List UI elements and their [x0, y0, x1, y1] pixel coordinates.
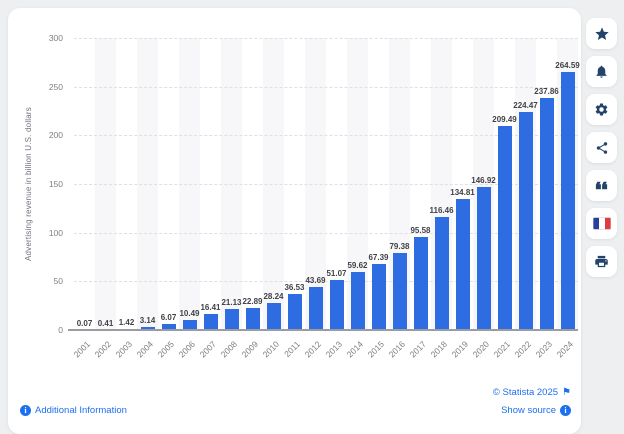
bar[interactable]	[392, 252, 407, 330]
bar[interactable]	[350, 271, 365, 330]
additional-information-link[interactable]: i Additional Information	[20, 405, 127, 416]
quote-icon	[595, 181, 608, 190]
bar-value-label: 146.92	[471, 175, 496, 185]
bar-value-label: 116.46	[429, 205, 454, 215]
bar-value-label: 264.59	[555, 61, 580, 71]
bar-value-label: 59.62	[347, 260, 368, 270]
bar-value-label: 51.07	[326, 269, 347, 279]
notifications-button[interactable]	[586, 56, 617, 87]
info-icon: i	[560, 405, 571, 416]
bell-icon	[596, 65, 607, 78]
bar[interactable]	[287, 294, 302, 330]
language-button[interactable]	[586, 208, 617, 239]
bar-value-label: 22.89	[242, 296, 263, 306]
bar-value-label: 16.41	[200, 303, 221, 313]
bar[interactable]	[308, 287, 323, 330]
bar-value-label: 0.07	[76, 318, 93, 328]
bar[interactable]	[434, 216, 449, 330]
settings-button[interactable]	[586, 94, 617, 125]
bar[interactable]	[329, 280, 344, 330]
copyright-link[interactable]: © Statista 2025 ⚑	[493, 387, 571, 398]
bar[interactable]	[182, 319, 197, 330]
gear-icon	[595, 103, 608, 116]
chart-card: Advertising revenue in billion U.S. doll…	[8, 8, 581, 434]
gridline	[74, 38, 578, 39]
bar[interactable]	[266, 302, 281, 330]
bar[interactable]	[476, 186, 491, 330]
bar-value-label: 134.81	[450, 187, 475, 197]
gridline	[74, 86, 578, 88]
y-axis-tick-label: 150	[48, 179, 63, 189]
flag-icon: ⚑	[562, 386, 571, 398]
bar-value-label: 28.24	[263, 291, 284, 301]
bar-value-label: 10.49	[179, 308, 200, 318]
show-source-link[interactable]: Show source i	[501, 405, 571, 416]
bar[interactable]	[560, 72, 575, 330]
bar-value-label: 237.86	[534, 87, 559, 97]
bar-value-label: 36.53	[284, 283, 305, 293]
bar[interactable]	[371, 264, 386, 330]
bar[interactable]	[518, 111, 533, 330]
gridline	[74, 281, 578, 283]
star-icon	[594, 26, 609, 40]
printer-icon	[595, 255, 608, 268]
gridline	[74, 135, 578, 137]
bar[interactable]	[140, 326, 155, 330]
bar-value-label: 43.69	[305, 276, 326, 286]
bar-value-label: 224.47	[513, 100, 538, 110]
y-axis-tick-label: 0	[58, 325, 63, 335]
cite-button[interactable]	[586, 170, 617, 201]
share-button[interactable]	[586, 132, 617, 163]
bar[interactable]	[224, 309, 239, 330]
print-button[interactable]	[586, 246, 617, 277]
share-icon	[596, 141, 607, 154]
gridline	[74, 232, 578, 234]
favorite-button[interactable]	[586, 18, 617, 49]
x-axis-line	[68, 329, 578, 331]
bar-value-label: 79.38	[389, 241, 410, 251]
y-axis-tick-label: 250	[48, 81, 63, 92]
action-toolbar	[586, 18, 617, 277]
bar[interactable]	[203, 314, 218, 330]
french-flag-icon	[592, 217, 611, 230]
bar-chart: Advertising revenue in billion U.S. doll…	[8, 8, 581, 380]
bar-value-label: 21.13	[221, 298, 242, 308]
bar-value-label: 6.07	[160, 313, 177, 323]
bar-value-label: 0.41	[97, 318, 114, 328]
bar-value-label: 1.42	[118, 317, 135, 327]
bar[interactable]	[455, 198, 470, 330]
bar-value-label: 95.58	[410, 225, 431, 235]
bar-value-label: 209.49	[492, 115, 517, 125]
additional-information-label: Additional Information	[35, 405, 127, 416]
bar[interactable]	[161, 324, 176, 330]
bar-value-label: 3.14	[139, 315, 156, 325]
y-axis-tick-label: 300	[48, 33, 63, 43]
bar[interactable]	[413, 236, 428, 330]
y-axis-tick-label: 50	[53, 276, 63, 287]
y-axis-tick-label: 100	[48, 227, 63, 238]
gridline	[74, 184, 578, 185]
bar[interactable]	[497, 126, 512, 330]
show-source-label: Show source	[501, 405, 556, 416]
bar[interactable]	[245, 307, 260, 330]
copyright-label: © Statista 2025	[492, 387, 559, 398]
info-icon: i	[20, 405, 31, 416]
bar-value-label: 67.39	[368, 253, 389, 263]
y-axis-tick-label: 200	[48, 130, 63, 141]
bar[interactable]	[539, 98, 554, 330]
